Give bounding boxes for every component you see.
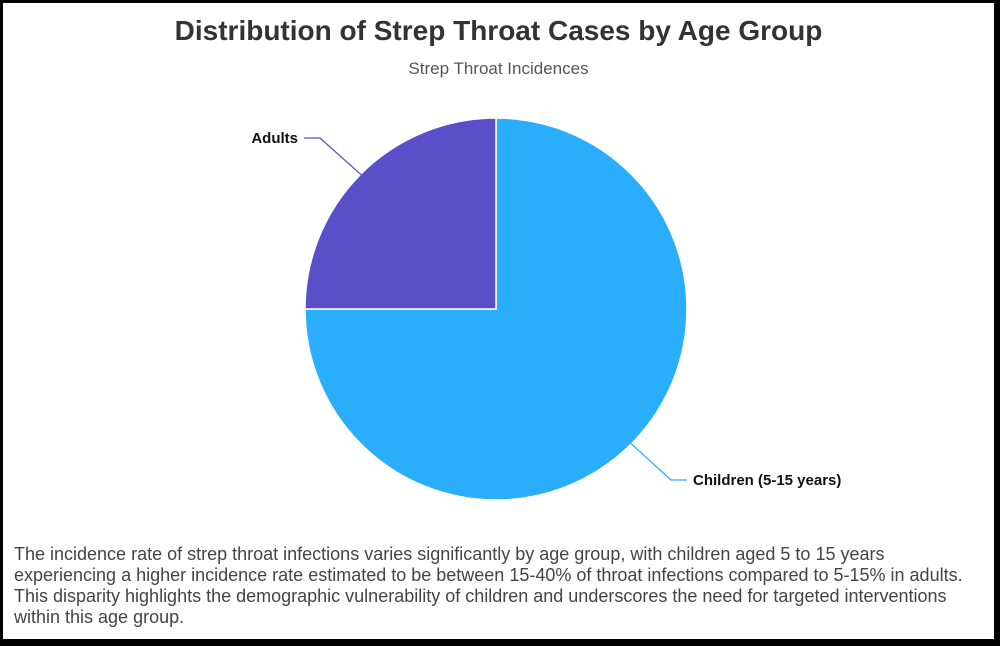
slice-label: Children (5-15 years) [693,472,841,489]
chart-frame: Distribution of Strep Throat Cases by Ag… [3,3,994,639]
slice-label: Adults [251,130,298,147]
chart-description: The incidence rate of strep throat infec… [14,544,963,627]
pie-chart: Children (5-15 years) Adults [251,117,841,501]
chart-title: Distribution of Strep Throat Cases by Ag… [174,15,823,46]
leader-line [304,137,367,181]
pie-slice-adults [304,117,497,310]
chart-subtitle: Strep Throat Incidences [408,59,589,78]
leader-line [624,437,687,481]
